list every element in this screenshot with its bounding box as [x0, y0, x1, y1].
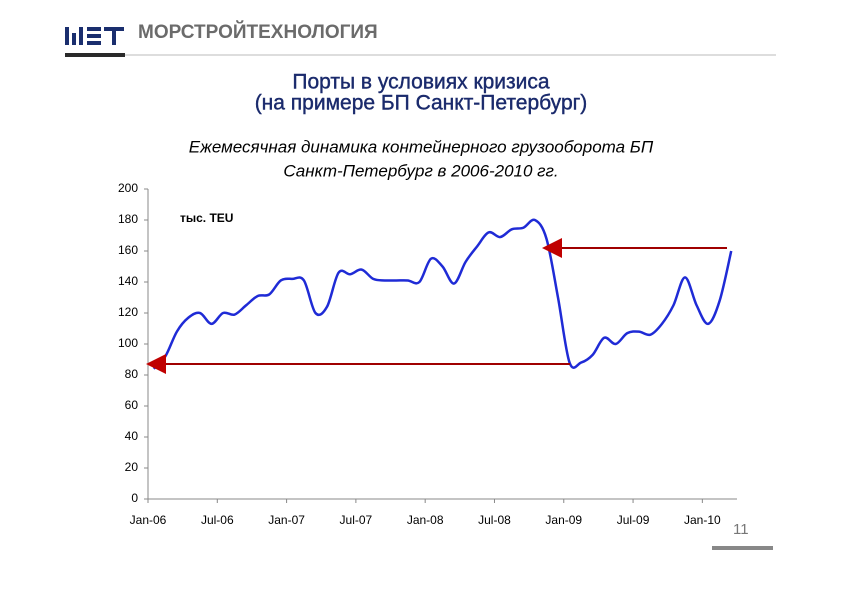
x-tick-label: Jan-10	[684, 513, 721, 527]
y-tick-label: 180	[118, 212, 138, 226]
x-tick-label: Jan-08	[407, 513, 444, 527]
y-tick-label: 60	[125, 398, 139, 412]
y-unit: тыс. TEU	[180, 211, 233, 225]
data-line	[152, 218, 733, 370]
x-tick-label: Jul-09	[617, 513, 650, 527]
chart-title: Санкт-Петербург в 2006-2010 гг.	[283, 161, 558, 180]
plot: 0 20 40 60 80 100 120 140 160 180 200 Jan-06 Jul-06 J…	[118, 181, 737, 527]
x-tick-label: Jul-06	[201, 513, 234, 527]
slide-title: Порты в условиях кризиса	[292, 71, 550, 94]
x-tick-label: Jul-07	[340, 513, 373, 527]
y-tick-label: 40	[125, 429, 139, 443]
x-tick-label: Jan-07	[268, 513, 305, 527]
x-tick-label: Jan-09	[545, 513, 582, 527]
y-tick-label: 140	[118, 274, 138, 288]
x-tick-label: Jul-08	[478, 513, 511, 527]
y-tick-label: 80	[125, 367, 139, 381]
x-tick-label: Jan-06	[130, 513, 167, 527]
y-tick-label: 160	[118, 243, 138, 257]
chart-title: Ежемесячная динамика контейнерного грузо…	[189, 137, 654, 156]
y-tick-label: 120	[118, 305, 138, 319]
logo	[65, 27, 124, 45]
y-tick-label: 20	[125, 460, 139, 474]
company-name: МОРСТРОЙТЕХНОЛОГИЯ	[138, 21, 378, 43]
y-tick-label: 100	[118, 336, 138, 350]
logo-bar	[65, 53, 125, 57]
footer-bar	[712, 546, 773, 550]
slide-title: (на примере БП Санкт-Петербург)	[255, 92, 588, 115]
y-tick-label: 0	[131, 491, 138, 505]
y-tick-label: 200	[118, 181, 138, 195]
page-number: 11	[733, 521, 749, 538]
